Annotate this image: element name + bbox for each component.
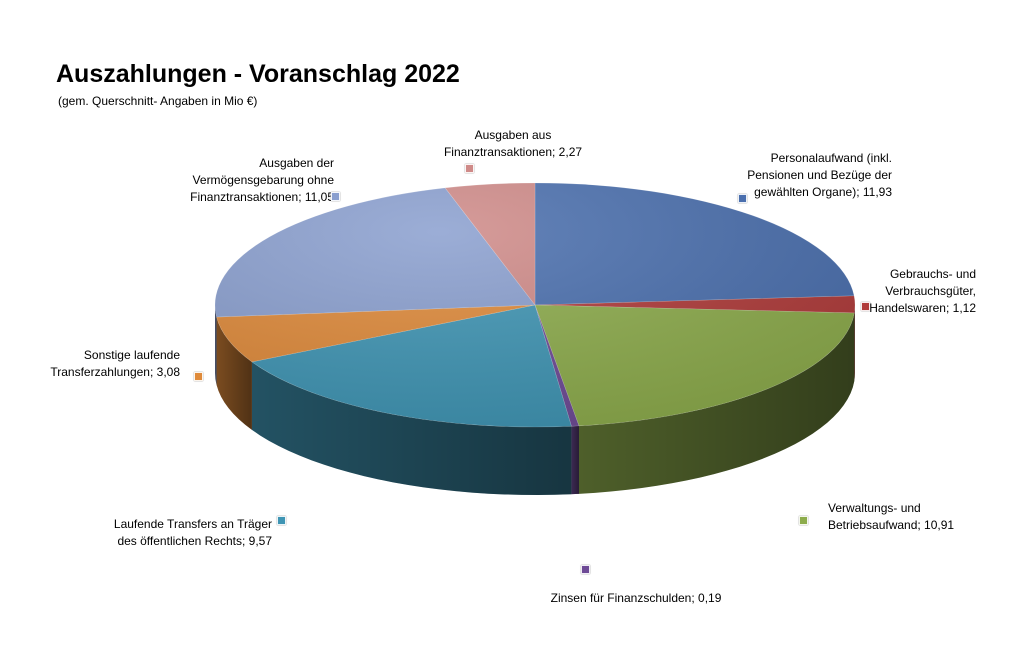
slice-label-finanztransaktionen: Ausgaben aus Finanztransaktionen; 2,27 [443,128,583,159]
slice-label-laufende-transfers: Laufende Transfers an Träger des öffentl… [113,517,272,548]
legend-marker-sonstige-transfers [194,372,203,381]
pie-top-shading [215,183,855,427]
slice-label-zinsen: Zinsen für Finanzschulden; 0,19 [550,591,722,605]
legend-marker-finanztransaktionen [465,164,474,173]
slice-label-sonstige-transfers: Sonstige laufende Transferzahlungen; 3,0… [50,348,180,379]
legend-marker-vermoegensgebarung [331,192,340,201]
legend-marker-laufende-transfers [277,516,286,525]
slice-label-vermoegensgebarung: Ausgaben der Vermögensgebarung ohne Fina… [190,156,334,204]
pie-side-shade-sonstige-laufende-transferzahlungen [216,317,252,430]
chart-subtitle: (gem. Querschnitt- Angaben in Mio €) [58,94,258,108]
slice-label-gebrauchsgueter: Gebrauchs- und Verbrauchsgüter, Handelsw… [869,267,976,315]
legend-marker-personalaufwand [738,194,747,203]
pie-side-shade-verwaltungs-und-betriebsaufwand [578,312,855,494]
pie-side-shade-ausgaben-der-vermögensgebarung-ohne-finanztransaktionen [215,305,217,386]
slice-label-verwaltungsaufwand: Verwaltungs- und Betriebsaufwand; 10,91 [828,501,955,532]
legend-marker-zinsen [581,565,590,574]
chart-title: Auszahlungen - Voranschlag 2022 [56,60,460,88]
pie-side-shade-gebrauchs-und-verbrauchsgüter-handelswaren [854,305,855,381]
legend-marker-gebrauchsgueter [861,302,870,311]
slice-label-personalaufwand: Personalaufwand (inkl. Pensionen und Bez… [747,151,892,199]
pie-side-shade-laufende-transfers-an-träger-des-öffentlichen-rechts [251,361,572,495]
legend-marker-verwaltungsaufwand [799,516,808,525]
pie-side-shade-zinsen-für-finanzschulden [571,425,579,495]
